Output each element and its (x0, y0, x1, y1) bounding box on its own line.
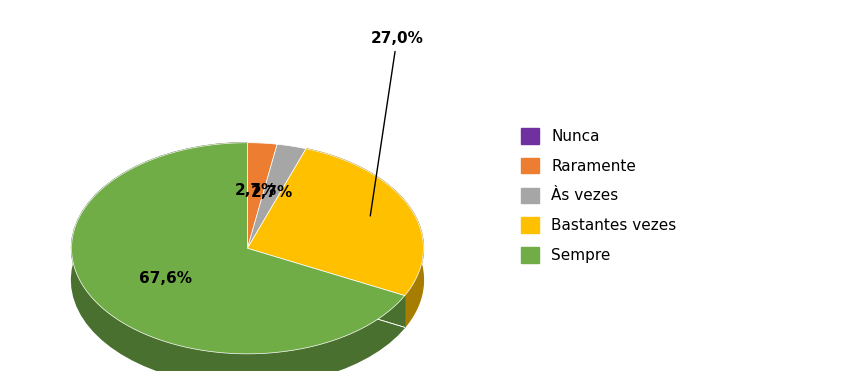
Text: 2,7%: 2,7% (251, 185, 293, 199)
Polygon shape (306, 149, 423, 327)
Polygon shape (247, 143, 277, 248)
Polygon shape (72, 143, 404, 354)
Polygon shape (247, 149, 423, 296)
Text: 2,7%: 2,7% (234, 183, 277, 198)
Polygon shape (72, 143, 404, 386)
Legend: Nunca, Raramente, Às vezes, Bastantes vezes, Sempre: Nunca, Raramente, Às vezes, Bastantes ve… (521, 128, 676, 263)
Text: 27,0%: 27,0% (370, 31, 423, 216)
Polygon shape (247, 144, 306, 248)
Text: 67,6%: 67,6% (139, 271, 192, 286)
